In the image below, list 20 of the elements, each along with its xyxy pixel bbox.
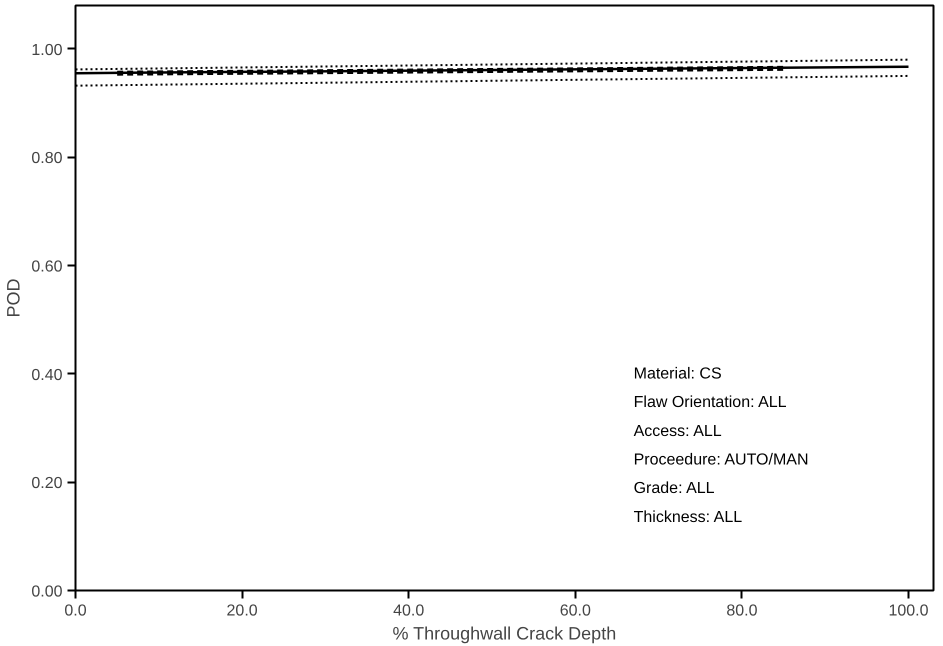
x-tick-label: 100.0 [888, 602, 929, 620]
y-axis-title: POD [3, 278, 24, 318]
annotation: Proceedure: AUTO/MAN [634, 451, 809, 468]
y-tick-label: 0.60 [31, 258, 63, 276]
annotation: Thickness: ALL [634, 508, 742, 526]
x-tick-label: 20.0 [226, 602, 258, 620]
x-tick-label: 0.0 [64, 602, 87, 620]
y-tick-label: 1.00 [31, 42, 63, 59]
x-axis-title: % Throughwall Crack Depth [392, 624, 616, 644]
x-tick-label: 80.0 [726, 602, 758, 620]
y-tick-label: 0.00 [31, 584, 63, 600]
annotation: Material: CS [634, 365, 722, 382]
y-tick-label: 0.80 [31, 150, 63, 168]
annotation: Access: ALL [634, 422, 722, 440]
y-tick-label: 0.20 [31, 475, 63, 492]
y-tick-label: 0.40 [31, 366, 63, 384]
annotation: Flaw Orientation: ALL [634, 394, 787, 412]
x-tick-label: 60.0 [560, 602, 591, 620]
x-tick-label: 40.0 [393, 602, 424, 620]
annotation: Grade: ALL [634, 480, 715, 498]
